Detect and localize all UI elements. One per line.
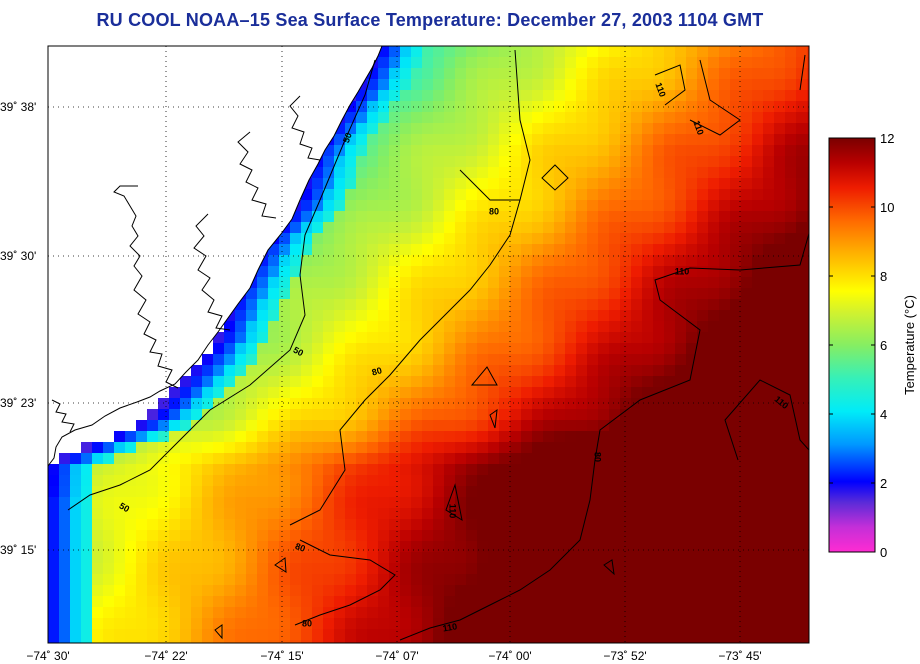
- land-mass: [47, 45, 383, 468]
- contour-label: 80: [302, 618, 312, 628]
- plot-frame: [47, 45, 810, 644]
- south-coastline: [51, 399, 75, 433]
- contour-label: 80: [489, 206, 499, 216]
- y-axis-labels: 39˚ 38' 39˚ 30' 39˚ 23' 39˚ 15': [0, 100, 36, 557]
- contour-label: 110: [442, 621, 458, 633]
- y-tick-label: 39˚ 30': [0, 249, 36, 263]
- contour-label: 110: [691, 119, 705, 136]
- chart-title: RU COOL NOAA–15 Sea Surface Temperature:…: [96, 10, 764, 30]
- colorbar-tick-label: 6: [880, 338, 887, 353]
- x-tick-label: −74˚ 30': [26, 649, 69, 663]
- x-tick-label: −74˚ 15': [260, 649, 303, 663]
- upper-bay-coastline: [289, 95, 321, 161]
- colorbar-title: Temperature (°C): [902, 295, 917, 395]
- colorbar-tick-label: 2: [880, 476, 887, 491]
- contour-label: 80: [371, 365, 383, 377]
- contour-label: 110: [653, 81, 667, 98]
- contour-label: 50: [117, 501, 131, 515]
- contour-lines: [67, 49, 809, 641]
- x-tick-label: −73˚ 45': [718, 649, 761, 663]
- marsh-coastline: [237, 131, 277, 219]
- contour-label: 80: [593, 452, 603, 462]
- inlet-coastline: [193, 213, 231, 331]
- contour-label: 110: [448, 504, 458, 519]
- contour-label: 110: [675, 266, 690, 276]
- x-tick-label: −74˚ 00': [488, 649, 531, 663]
- contour-label: 80: [294, 541, 307, 554]
- bay-coastline: [113, 185, 179, 389]
- colorbar-tick-label: 10: [880, 200, 894, 215]
- colorbar: 0 2 4 6 8 10 12 Temperature (°C): [828, 131, 917, 560]
- x-tick-label: −74˚ 22': [144, 649, 187, 663]
- x-axis-labels: −74˚ 30' −74˚ 22' −74˚ 15' −74˚ 07' −74˚ 00'…: [26, 649, 761, 663]
- y-tick-label: 39˚ 23': [0, 396, 36, 410]
- x-tick-label: −73˚ 52': [603, 649, 646, 663]
- colorbar-tick-label: 4: [880, 407, 887, 422]
- colorbar-tick-label: 12: [880, 131, 894, 146]
- colorbar-tick-label: 8: [880, 269, 887, 284]
- y-tick-label: 39˚ 15': [0, 543, 36, 557]
- graticule: [48, 46, 809, 643]
- contour-label: 50: [292, 345, 306, 359]
- contour-label: 50: [341, 131, 354, 144]
- colorbar-tick-label: 0: [880, 545, 887, 560]
- colorbar-ticks: 0 2 4 6 8 10 12: [829, 131, 894, 560]
- colorbar-gradient: [828, 137, 876, 553]
- y-tick-label: 39˚ 38': [0, 100, 36, 114]
- x-tick-label: −74˚ 07': [375, 649, 418, 663]
